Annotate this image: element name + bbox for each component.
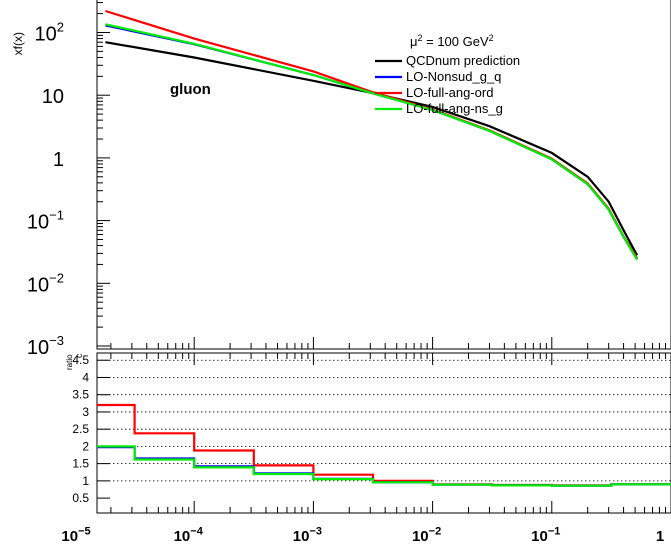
x-tick-label-exponent: −1 [548, 525, 561, 537]
legend-header-mu: μ [410, 34, 418, 49]
y-tick-label-base: 10 [27, 337, 49, 359]
x-tick-label-base: 10 [61, 528, 78, 545]
x-tick-label-exponent: −2 [429, 525, 442, 537]
x-tick-label-exponent: −5 [78, 525, 91, 537]
ratio-axis-subtitle: c [74, 353, 84, 358]
main-series-line [105, 9, 639, 259]
y-tick-label-exponent: −1 [49, 208, 64, 223]
y-tick-label: 10−2 [27, 270, 64, 296]
ratio-step-line [97, 403, 671, 487]
ratio-step-line [97, 445, 671, 487]
x-tick-label-exponent: −4 [190, 525, 203, 537]
ratio-ticks: 0.5 1 1.5 2 2.5 3 3.5 4 4.5 [72, 337, 667, 513]
y-tick-label: 102 [35, 20, 64, 46]
legend-header-sup: 2 [418, 33, 423, 43]
ratio-panel: 0.5 1 1.5 2 2.5 3 3.5 4 4.5 ratio c [65, 337, 671, 514]
ratio-y-tick-label: 2 [82, 439, 89, 453]
y-tick-label-exponent: 2 [57, 20, 64, 35]
ratio-grid [97, 359, 671, 482]
legend-header-scale: = 100 GeV [423, 34, 489, 49]
legend-entry: QCDnum prediction [406, 53, 520, 68]
ratio-y-tick-label: 4 [82, 370, 89, 384]
main-curves [105, 9, 639, 261]
ratio-y-tick-label: 3 [82, 405, 89, 419]
ratio-y-tick-label: 4.5 [72, 353, 89, 367]
ratio-y-tick-label: 1.5 [72, 457, 89, 471]
x-tick-label: 10−2 [412, 525, 441, 545]
ratio-y-tick-label: 0.5 [72, 491, 89, 505]
x-tick-label-base: 10 [293, 528, 310, 545]
ratio-axis-title: ratio [65, 354, 74, 370]
ratio-y-tick-label: 3.5 [72, 388, 89, 402]
y-tick-label: 10−3 [27, 333, 64, 359]
x-tick-label: 10−4 [174, 525, 204, 545]
x-tick-label-exponent: −3 [309, 525, 322, 537]
ratio-curves [97, 403, 671, 487]
x-tick-label: 1 [656, 528, 664, 545]
legend-header: μ2 = 100 GeV2 [410, 33, 494, 49]
y-tick-label-base: 10 [27, 212, 49, 234]
y-tick-label-base: 10 [35, 24, 57, 46]
y-tick-label: 1 [53, 149, 64, 171]
y-tick-label: 10−1 [27, 208, 64, 234]
x-tick-label: 10−5 [61, 525, 90, 545]
ratio-y-tick-label: 1 [82, 474, 89, 488]
main-frame [96, 0, 671, 350]
y-tick-label-base: 10 [27, 274, 49, 296]
y-tick-label: 10 [42, 86, 64, 108]
legend-entry: LO-full-ang-ns_g [406, 101, 503, 116]
main-series-line [105, 23, 639, 261]
y-axis-title: xf(x) [11, 32, 25, 55]
y-tick-label-exponent: −3 [49, 333, 64, 348]
main-series-line [105, 41, 639, 256]
legend-entry: LO-Nonsud_g_q [406, 69, 501, 84]
ratio-frame [96, 352, 671, 514]
x-tick-label-base: 10 [531, 528, 548, 545]
x-tick-label-base: 10 [174, 528, 191, 545]
annotation-gluon: gluon [170, 81, 211, 98]
legend-entry: LO-full-ang-ord [406, 85, 493, 100]
x-tick-label: 10−3 [293, 525, 322, 545]
legend-header-sup2: 2 [489, 33, 494, 43]
x-tick-label: 10−1 [531, 525, 560, 545]
x-axis-labels: 10−5 10−4 10−3 10−2 10−1 1 [61, 525, 664, 545]
main-series-line [105, 24, 639, 261]
ratio-y-tick-label: 2.5 [72, 422, 89, 436]
y-tick-label-exponent: −2 [49, 270, 64, 285]
x-tick-label-base: 10 [412, 528, 429, 545]
